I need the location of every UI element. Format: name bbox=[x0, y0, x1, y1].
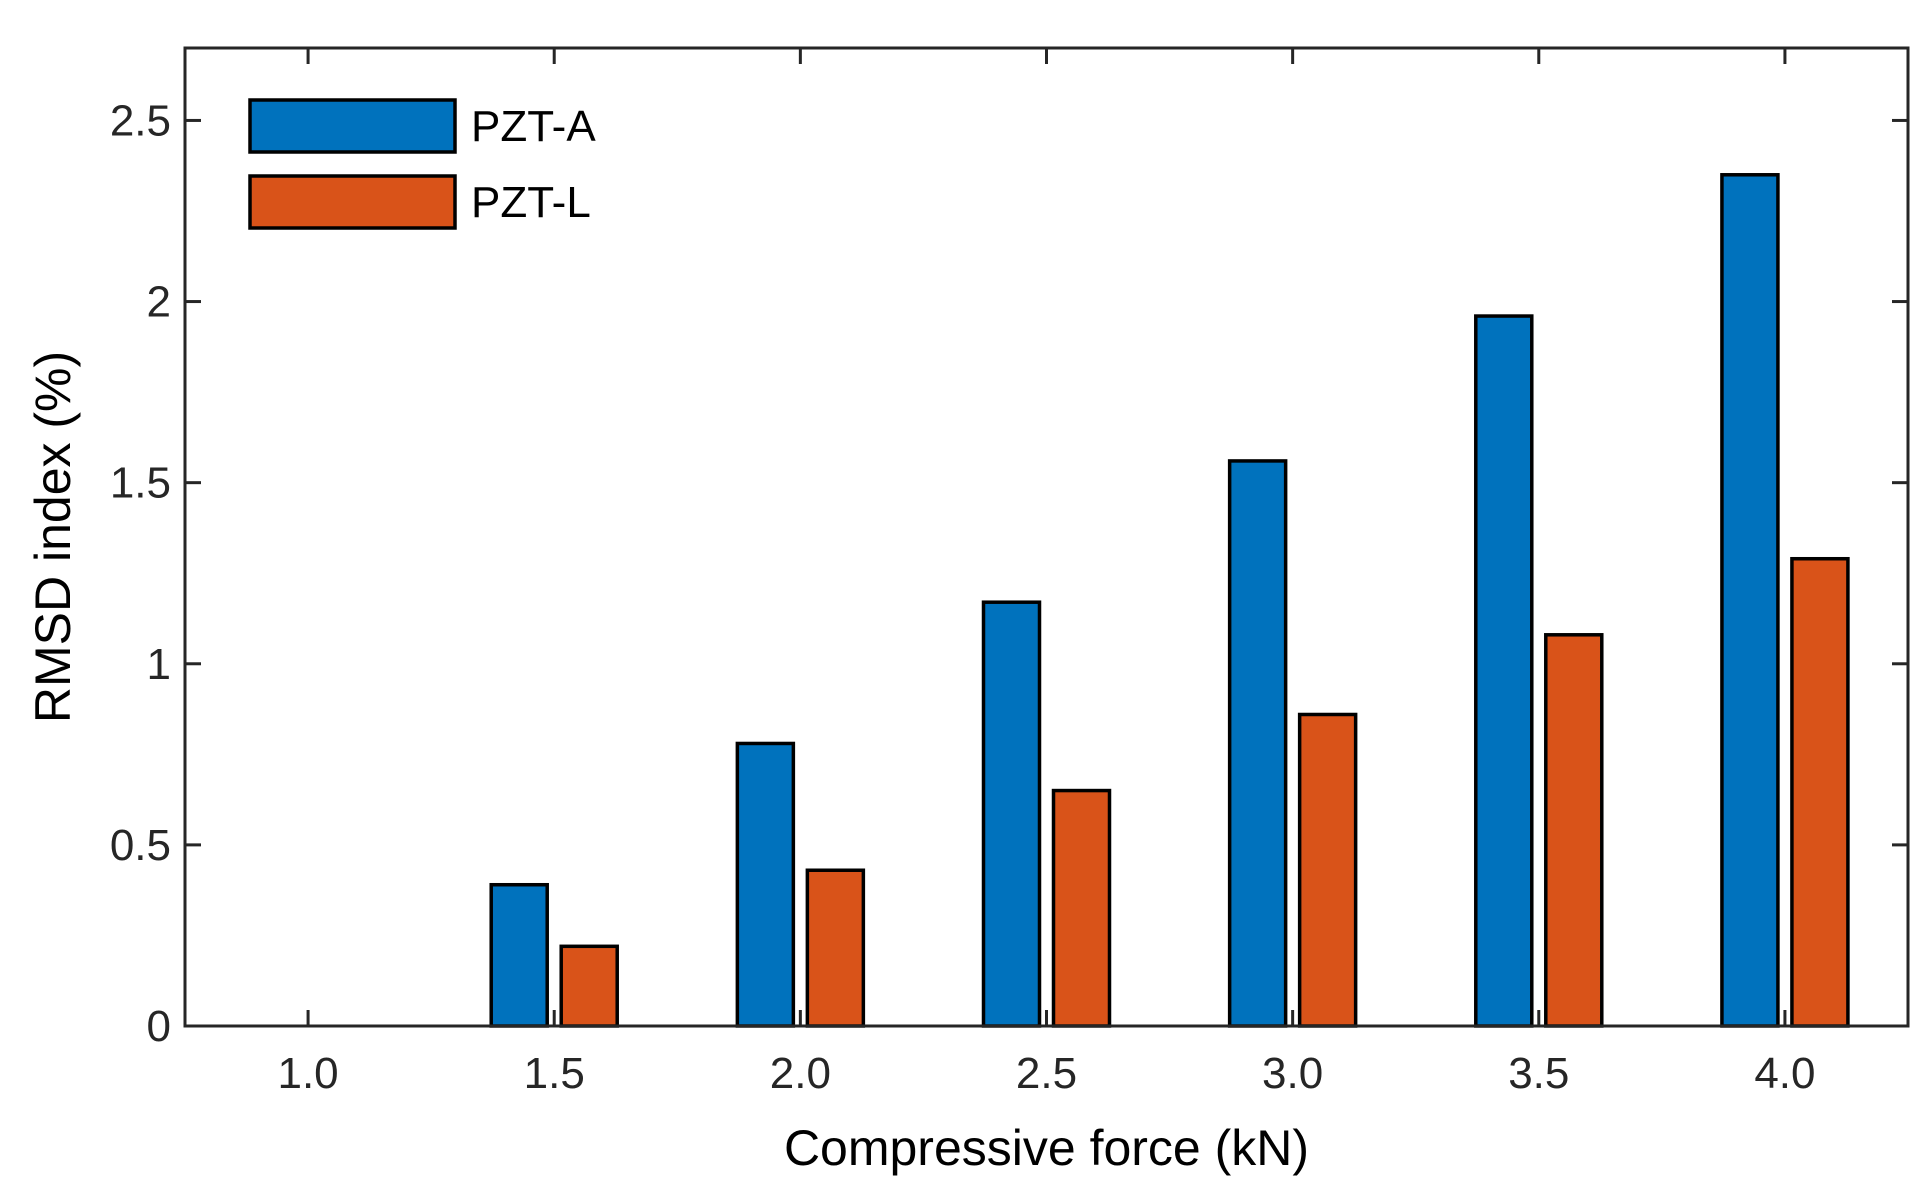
y-tick-label: 2 bbox=[147, 278, 171, 327]
bar-pzt-l-2.0 bbox=[805, 868, 866, 1028]
bar-pzt-l-4.0 bbox=[1790, 556, 1850, 1028]
x-tick-label: 3.0 bbox=[1262, 1049, 1323, 1098]
bar-pzt-a-3.0 bbox=[1227, 459, 1288, 1028]
y-axis-label: RMSD index (%) bbox=[25, 351, 81, 723]
legend-swatch-pzt-l bbox=[248, 174, 457, 230]
x-tick-label: 2.0 bbox=[770, 1049, 831, 1098]
y-tick-label: 1 bbox=[147, 640, 171, 689]
bar-pzt-l-3.5 bbox=[1544, 633, 1604, 1028]
x-axis-label: Compressive force (kN) bbox=[784, 1120, 1309, 1176]
bar-pzt-a-4.0 bbox=[1720, 173, 1780, 1028]
bars-layer bbox=[489, 173, 1850, 1028]
bar-pzt-l-3.0 bbox=[1297, 712, 1358, 1028]
y-tick-label: 0 bbox=[147, 1002, 171, 1051]
bar-pzt-a-1.5 bbox=[489, 882, 549, 1028]
axes: 0 0.5 1 1.5 2 2.5 1.0 1.5 2.0 2.5 3.0 3.5 4.0 Compres… bbox=[25, 46, 1910, 1176]
x-tick-label: 3.5 bbox=[1508, 1049, 1569, 1098]
y-tick-label: 2.5 bbox=[110, 96, 171, 145]
legend: PZT-A PZT-L bbox=[248, 98, 596, 230]
legend-label-pzt-a: PZT-A bbox=[471, 102, 596, 151]
bar-pzt-a-2.0 bbox=[735, 741, 796, 1028]
bar-pzt-l-1.5 bbox=[559, 944, 619, 1028]
y-tick-label: 0.5 bbox=[110, 821, 171, 870]
x-tick-label: 1.5 bbox=[524, 1049, 585, 1098]
bar-pzt-a-2.5 bbox=[981, 600, 1042, 1028]
legend-label-pzt-l: PZT-L bbox=[471, 178, 591, 227]
x-tick-label: 2.5 bbox=[1016, 1049, 1077, 1098]
bar-pzt-l-2.5 bbox=[1051, 788, 1112, 1028]
x-tick-label: 4.0 bbox=[1754, 1049, 1815, 1098]
bar-pzt-a-3.5 bbox=[1474, 314, 1534, 1028]
legend-swatch-pzt-a bbox=[248, 98, 457, 154]
y-tick-label: 1.5 bbox=[110, 459, 171, 508]
x-tick-label: 1.0 bbox=[277, 1049, 338, 1098]
